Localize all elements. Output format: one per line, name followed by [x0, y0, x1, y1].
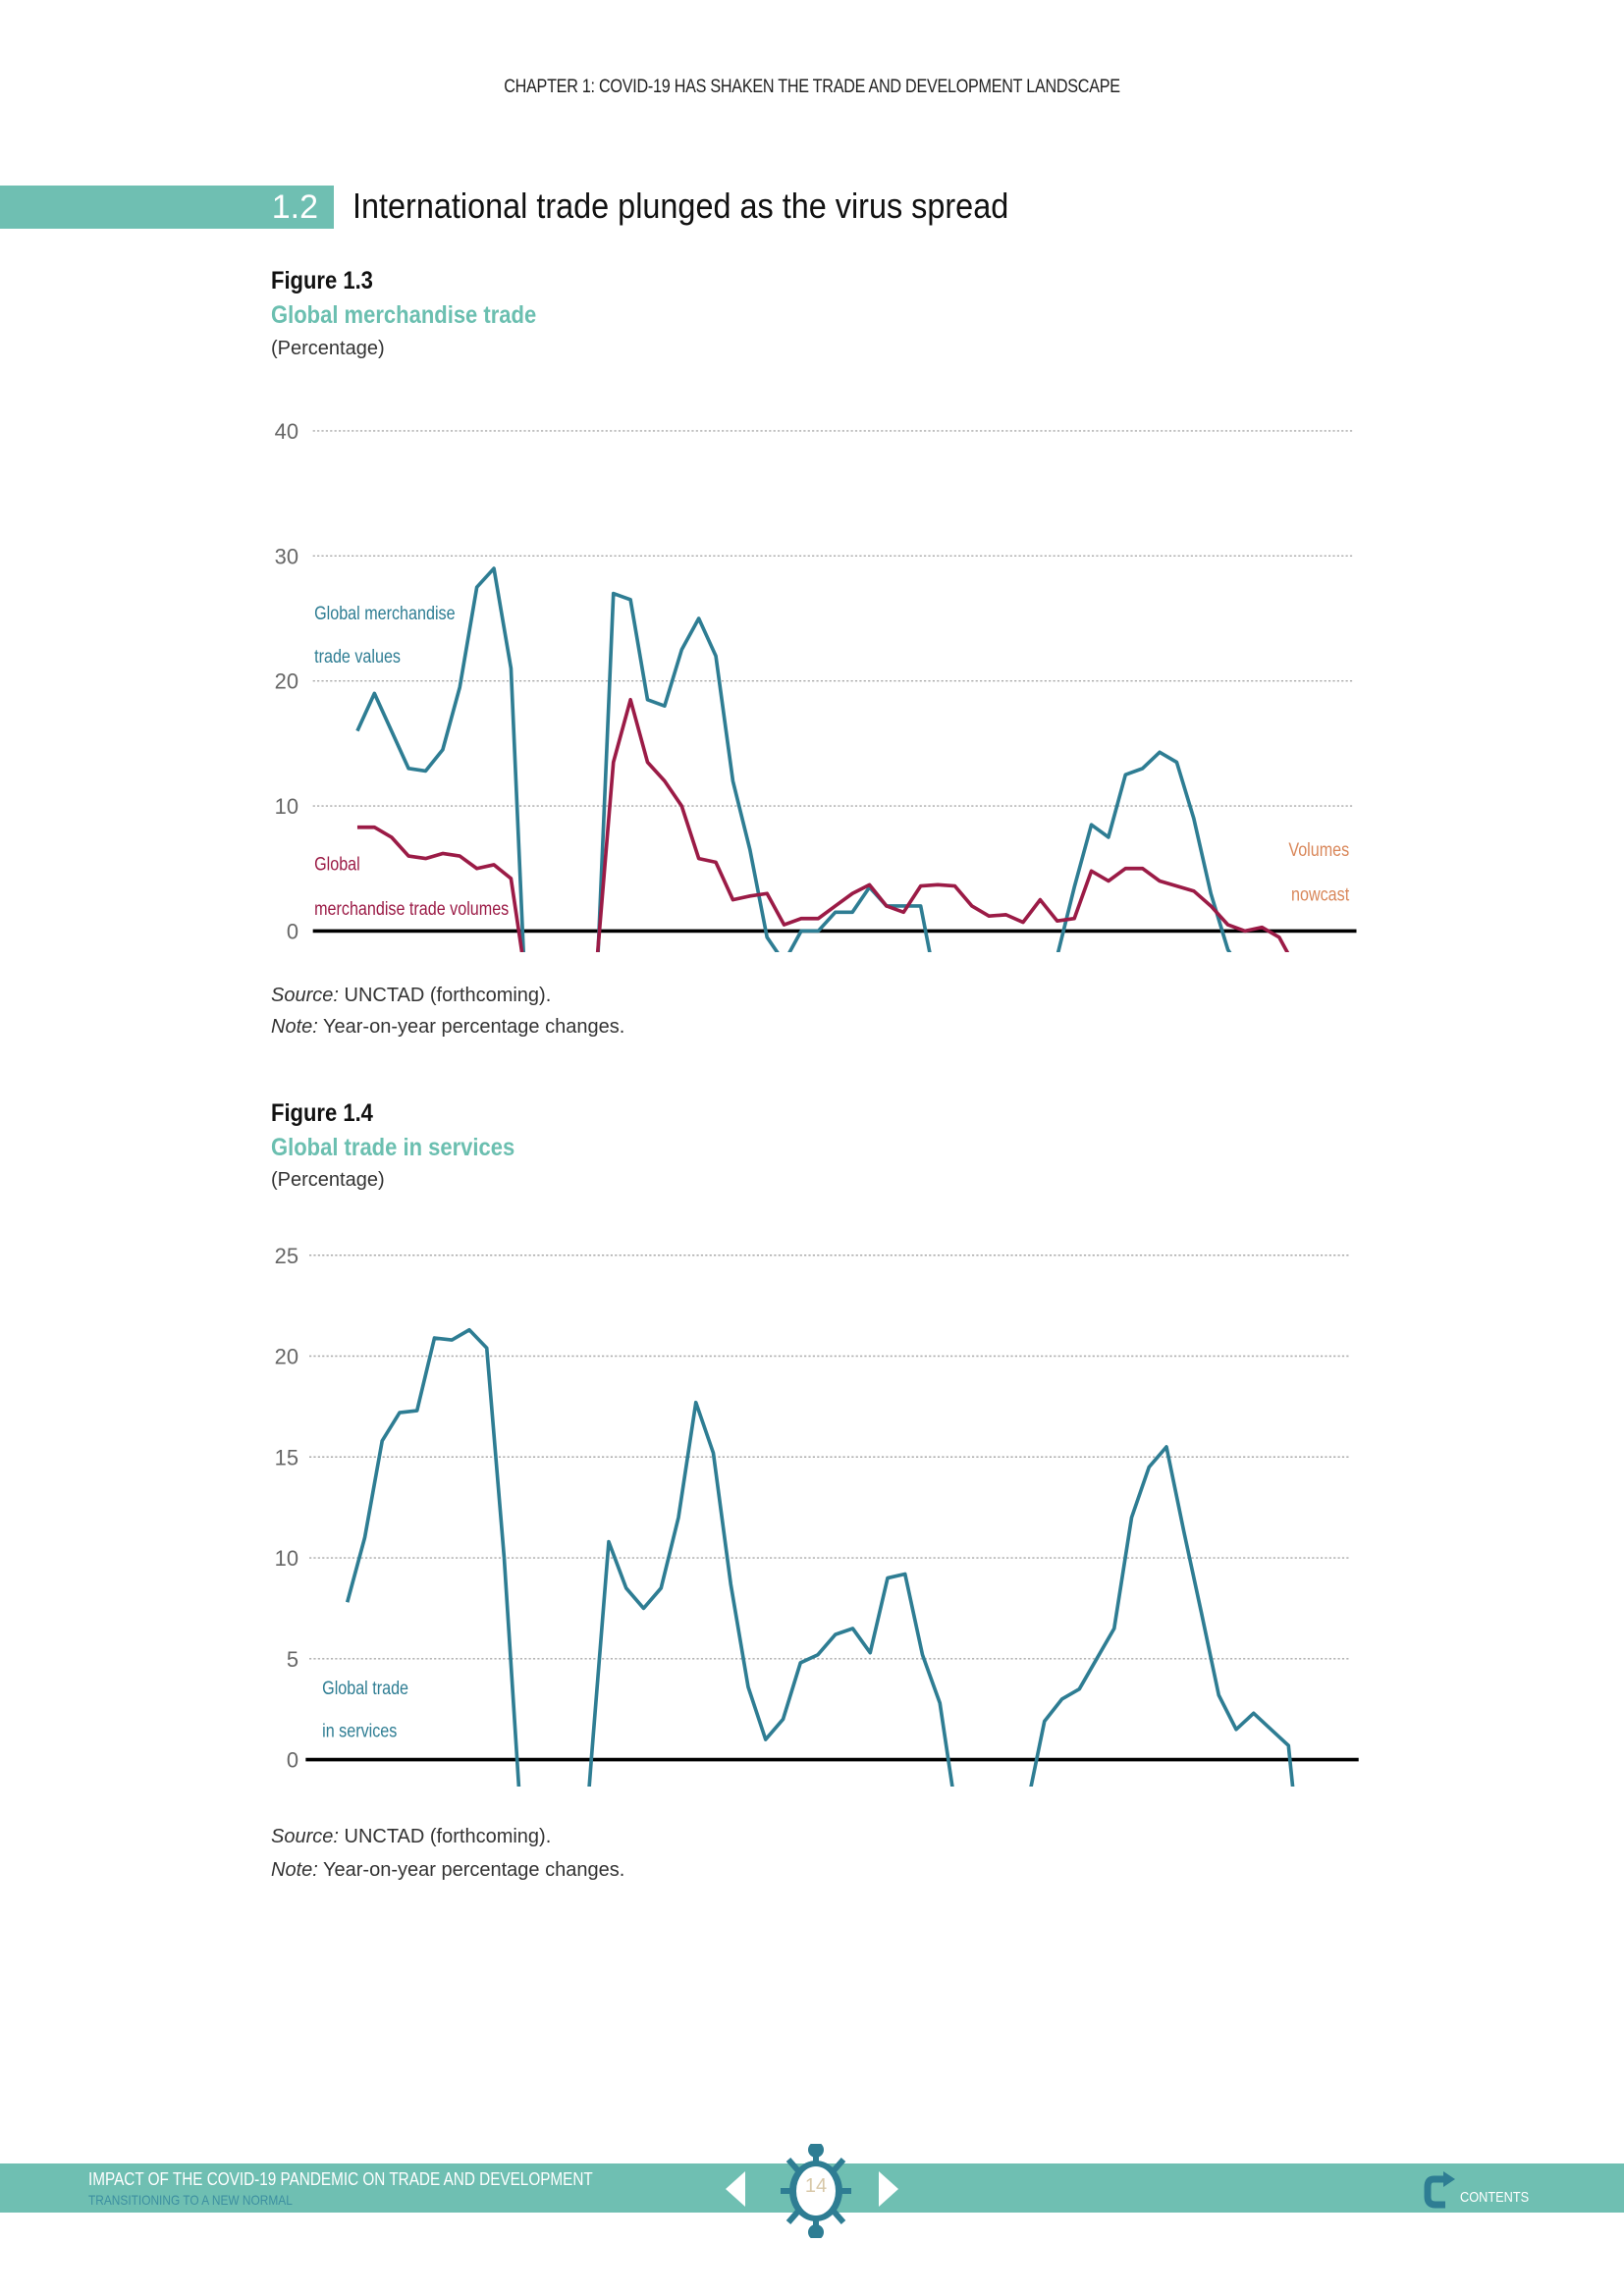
- note-label: Note:: [271, 1859, 318, 1881]
- series-label: merchandise trade volumes: [314, 898, 509, 920]
- y-tick-label: 20: [275, 669, 298, 694]
- note-text: Year-on-year percentage changes.: [317, 1016, 625, 1038]
- figure-1-3-title: Global merchandise trade: [271, 301, 537, 329]
- section-bar: [0, 186, 334, 229]
- source-label: Source:: [271, 1826, 339, 1847]
- note-text: Year-on-year percentage changes.: [317, 1859, 625, 1881]
- y-tick-label: 5: [287, 1647, 298, 1672]
- merchandise-trade-chart: 403020100-10-20-30-402006200720082009201…: [275, 419, 1357, 952]
- y-tick-label: 0: [287, 1748, 298, 1773]
- footer-title: IMPACT OF THE COVID-19 PANDEMIC ON TRADE…: [88, 2169, 593, 2189]
- y-tick-label: 0: [287, 919, 298, 943]
- series-label: trade values: [314, 646, 401, 667]
- contents-link[interactable]: CONTENTS: [1460, 2189, 1530, 2206]
- page-number: 14: [804, 2175, 828, 2197]
- series-label: nowcast: [1291, 883, 1349, 905]
- figure-1-4-unit: (Percentage): [271, 1169, 385, 1191]
- series-line-global-trade-in-services: [345, 1327, 1295, 1787]
- series-line-global-merchandise-trade-values: [355, 566, 1232, 952]
- y-tick-label: 40: [275, 419, 298, 444]
- series-label: Global: [314, 853, 360, 875]
- figure-1-4-title: Global trade in services: [271, 1134, 515, 1161]
- figure-1-4-note: Note: Year-on-year percentage changes.: [271, 1859, 624, 1882]
- prev-arrow-icon[interactable]: [722, 2167, 749, 2211]
- y-tick-label: 10: [275, 794, 298, 819]
- series-line-global-merchandise-trade-volumes: [356, 697, 1290, 952]
- y-tick-label: 25: [275, 1244, 298, 1268]
- source-label: Source:: [271, 985, 339, 1006]
- chapter-header: CHAPTER 1: COVID-19 HAS SHAKEN THE TRADE…: [504, 77, 1120, 97]
- figure-1-4-label: Figure 1.4: [271, 1099, 373, 1127]
- series-label: Volumes: [1288, 839, 1349, 861]
- services-trade-chart: 2520151050-5-10-15-20-252006200720082009…: [275, 1244, 1359, 1787]
- y-tick-label: 20: [275, 1345, 298, 1369]
- return-arrow-icon[interactable]: [1424, 2169, 1459, 2209]
- virus-icon: [781, 2144, 851, 2238]
- series-label: Global trade: [322, 1678, 408, 1699]
- y-tick-label: 30: [275, 544, 298, 568]
- series-label: in services: [322, 1720, 397, 1741]
- figure-1-3-unit: (Percentage): [271, 338, 385, 359]
- figure-1-3-note: Note: Year-on-year percentage changes.: [271, 1016, 624, 1039]
- figure-1-3-label: Figure 1.3: [271, 267, 373, 294]
- next-arrow-icon[interactable]: [875, 2167, 902, 2211]
- figure-1-4-source: Source: UNCTAD (forthcoming).: [271, 1826, 551, 1848]
- figure-1-3-source: Source: UNCTAD (forthcoming).: [271, 985, 551, 1007]
- note-label: Note:: [271, 1016, 318, 1038]
- section-number: 1.2: [271, 188, 318, 226]
- source-text: UNCTAD (forthcoming).: [338, 985, 552, 1006]
- section-title: International trade plunged as the virus…: [352, 186, 1009, 226]
- y-tick-label: 15: [275, 1445, 298, 1469]
- footer-subtitle: TRANSITIONING TO A NEW NORMAL: [88, 2192, 293, 2208]
- source-text: UNCTAD (forthcoming).: [338, 1826, 552, 1847]
- y-tick-label: 10: [275, 1546, 298, 1571]
- series-label: Global merchandise: [314, 603, 456, 624]
